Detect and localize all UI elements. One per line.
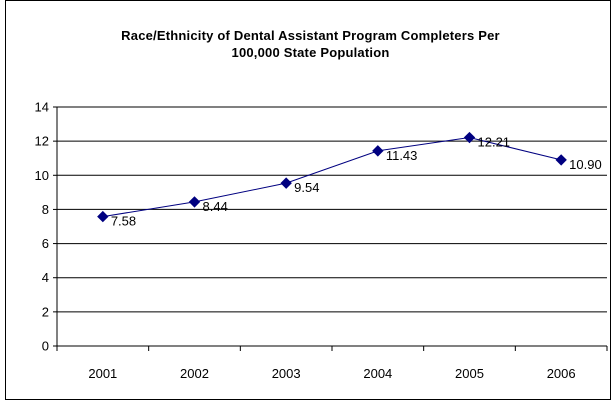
data-label-2005: 12.21 [478, 135, 511, 150]
gridlines [57, 106, 607, 313]
data-label-2001: 7.58 [111, 214, 136, 229]
x-tick-label-2005: 2005 [455, 366, 484, 381]
x-tick-labels: 2001 2002 2003 2004 2005 2006 [56, 346, 608, 381]
x-tick-label-2003: 2003 [272, 366, 301, 381]
series-markers [97, 131, 567, 223]
x-tick-label-2006: 2006 [547, 366, 576, 381]
data-point-2005 [463, 131, 476, 144]
y-tick-label-4: 8 [42, 202, 49, 217]
data-point-2002 [188, 196, 201, 208]
y-tick-label-6: 12 [35, 134, 49, 149]
data-label-2002: 8.44 [203, 199, 228, 214]
x-tick-label-2001: 2001 [88, 366, 117, 381]
chart-title-line-1: Race/Ethnicity of Dental Assistant Progr… [121, 28, 500, 43]
data-point-2006 [555, 154, 567, 166]
chart-title: Race/Ethnicity of Dental Assistant Progr… [40, 27, 581, 61]
chart-title-line-2: 100,000 State Population [231, 45, 390, 60]
data-point-2003 [280, 177, 292, 189]
y-tick-label-7: 14 [35, 100, 49, 115]
series-line [102, 137, 562, 218]
data-label-2006: 10.90 [569, 157, 602, 172]
data-point-2004 [372, 145, 384, 157]
data-label-2003: 9.54 [294, 180, 319, 195]
data-point-2001 [97, 210, 109, 223]
x-tick-label-2004: 2004 [363, 366, 392, 381]
x-tick-label-2002: 2002 [180, 366, 209, 381]
y-tick-label-5: 10 [35, 168, 49, 183]
y-tick-label-3: 6 [42, 236, 49, 251]
y-tick-label-2: 4 [42, 270, 49, 285]
chart-frame [5, 0, 611, 400]
data-label-2004: 11.43 [386, 148, 418, 163]
y-tick-label-1: 2 [42, 304, 49, 319]
y-tick-labels: 0 2 4 6 8 10 12 14 [35, 100, 57, 354]
y-tick-label-0: 0 [42, 339, 49, 354]
data-labels: 7.58 8.44 9.54 11.43 12.21 10.90 [111, 135, 602, 229]
